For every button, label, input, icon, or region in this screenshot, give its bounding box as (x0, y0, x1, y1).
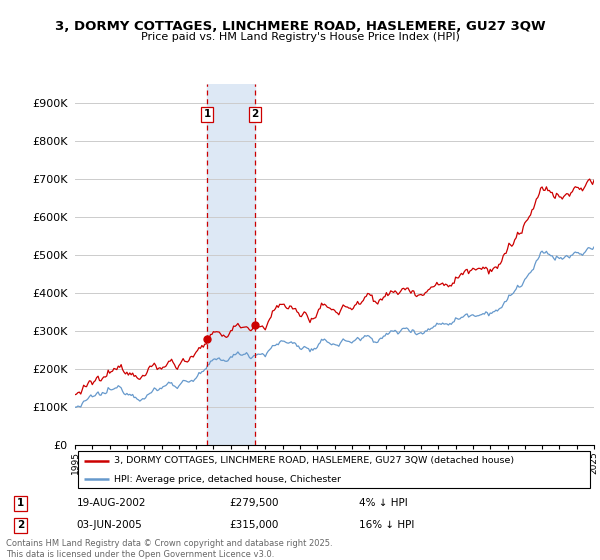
Text: 19-AUG-2002: 19-AUG-2002 (77, 498, 146, 508)
Text: Contains HM Land Registry data © Crown copyright and database right 2025.
This d: Contains HM Land Registry data © Crown c… (6, 539, 332, 559)
FancyBboxPatch shape (77, 451, 590, 488)
Text: £315,000: £315,000 (229, 520, 279, 530)
Bar (207, 84, 255, 445)
Text: Price paid vs. HM Land Registry's House Price Index (HPI): Price paid vs. HM Land Registry's House … (140, 32, 460, 43)
Text: 2: 2 (251, 109, 259, 119)
Text: £279,500: £279,500 (229, 498, 279, 508)
Text: 03-JUN-2005: 03-JUN-2005 (77, 520, 142, 530)
Text: 16% ↓ HPI: 16% ↓ HPI (359, 520, 414, 530)
Text: HPI: Average price, detached house, Chichester: HPI: Average price, detached house, Chic… (114, 475, 341, 484)
Text: 4% ↓ HPI: 4% ↓ HPI (359, 498, 407, 508)
Text: 3, DORMY COTTAGES, LINCHMERE ROAD, HASLEMERE, GU27 3QW: 3, DORMY COTTAGES, LINCHMERE ROAD, HASLE… (55, 20, 545, 32)
Text: 1: 1 (203, 109, 211, 119)
Text: 3, DORMY COTTAGES, LINCHMERE ROAD, HASLEMERE, GU27 3QW (detached house): 3, DORMY COTTAGES, LINCHMERE ROAD, HASLE… (114, 456, 514, 465)
Text: 2: 2 (17, 520, 25, 530)
Text: 1: 1 (17, 498, 25, 508)
